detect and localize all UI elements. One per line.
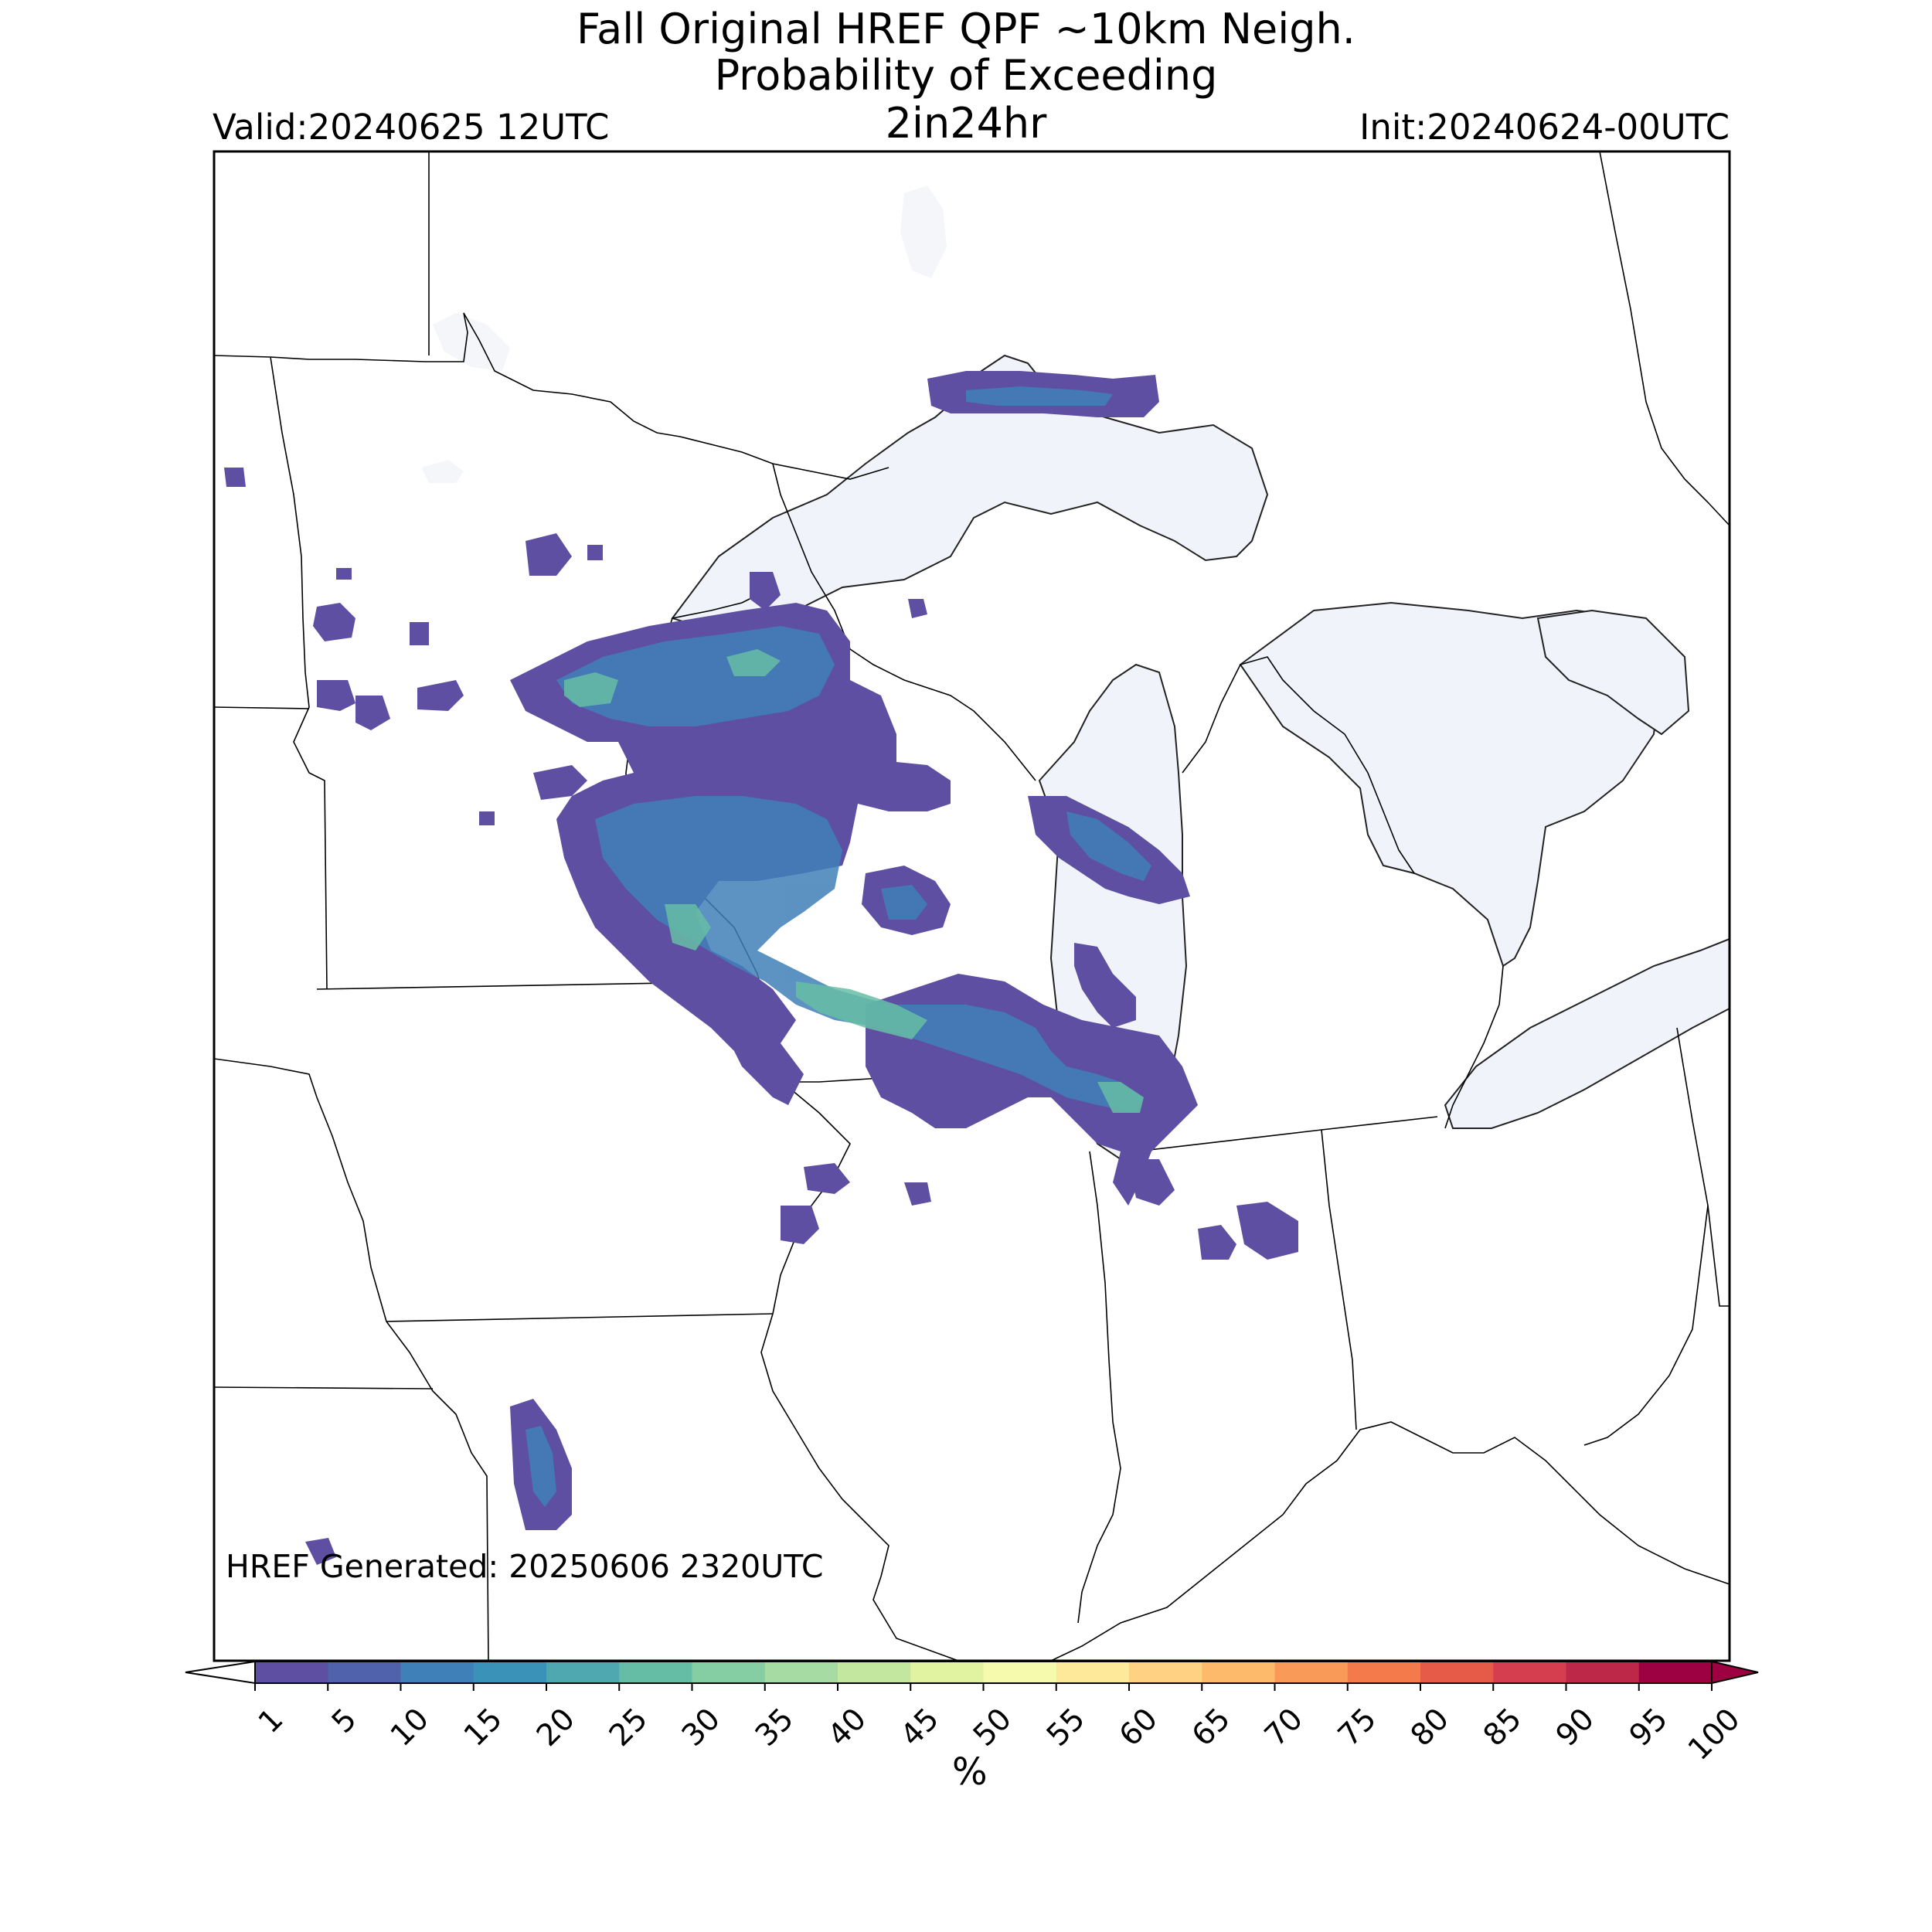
colorbar-swatch: [692, 1662, 766, 1683]
lake-superior: [671, 354, 1269, 631]
colorbar-swatch: [1202, 1662, 1275, 1683]
colorbar-swatch: [1420, 1662, 1494, 1683]
colorbar-swatch: [983, 1662, 1057, 1683]
colorbar-swatch: [619, 1662, 692, 1683]
probability-shading: [224, 371, 1298, 1565]
colorbar-swatch: [764, 1662, 838, 1683]
title-line-2: Probability of Exceeding: [714, 51, 1218, 100]
georgian-bay: [1536, 609, 1690, 736]
generated-label: HREF Generated: 20250606 2320UTC: [226, 1548, 824, 1585]
colorbar-swatch: [546, 1662, 620, 1683]
colorbar-swatch: [328, 1662, 401, 1683]
lake-erie: [1444, 937, 1730, 1129]
colorbar-swatch: [1493, 1662, 1566, 1683]
init-time-label: Init:20240624-00UTC: [1359, 107, 1730, 148]
colorbar-swatch: [1056, 1662, 1130, 1683]
colorbar-swatch: [1129, 1662, 1202, 1683]
title-line-3: 2in24hr: [885, 99, 1047, 148]
colorbar-swatch: [910, 1662, 984, 1683]
colorbar: [185, 1660, 1759, 1691]
colorbar-swatch: [473, 1662, 547, 1683]
lake-huron: [1239, 601, 1663, 968]
lake-nipigon: [900, 185, 947, 278]
lake-of-the-woods: [433, 313, 510, 371]
red-lake: [421, 460, 464, 483]
colorbar-under-extend: [185, 1660, 256, 1685]
colorbar-swatch: [1566, 1662, 1640, 1683]
title-line-1: Fall Original HREF QPF ~10km Neigh.: [577, 5, 1355, 53]
colorbar-swatch: [1274, 1662, 1349, 1683]
colorbar-swatch: [838, 1662, 911, 1683]
colorbar-swatch: [255, 1662, 328, 1683]
colorbar-over-extend: [1711, 1660, 1759, 1685]
colorbar-swatch: [400, 1662, 474, 1683]
colorbar-swatch: [1638, 1662, 1713, 1683]
valid-time-label: Valid:20240625 12UTC: [213, 107, 610, 148]
colorbar-swatch: [1347, 1662, 1421, 1683]
colorbar-unit-label: %: [952, 1750, 988, 1794]
